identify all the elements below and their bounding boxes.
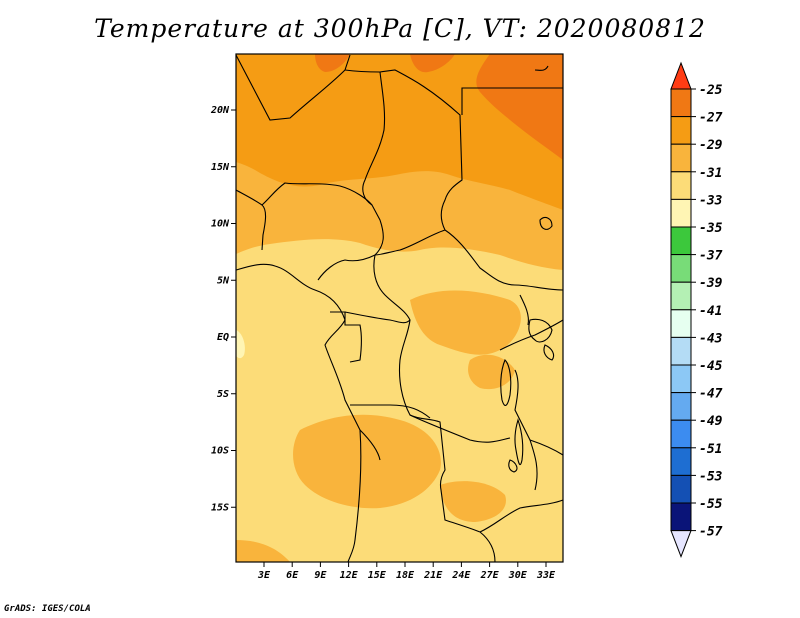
colorbar-label: -37 <box>699 249 723 264</box>
colorbar-swatch <box>670 502 692 532</box>
colorbar-label: -49 <box>699 414 723 429</box>
colorbar-swatch <box>670 419 692 449</box>
lat-tick-label: 5S <box>217 389 229 400</box>
colorbar-label: -47 <box>699 387 723 402</box>
colorbar-swatch <box>670 364 692 394</box>
colorbar-label: -39 <box>699 276 723 291</box>
colorbar-swatch <box>670 143 692 173</box>
lon-tick-label: 27E <box>480 570 500 581</box>
lat-tick-label: 15S <box>211 502 229 513</box>
colorbar-swatch <box>670 116 692 145</box>
lon-tick-label: 15E <box>368 570 387 581</box>
lon-tick-label: 3E <box>257 570 271 581</box>
lat-tick-label: 10N <box>211 219 230 230</box>
lat-tick-label: 15N <box>211 162 230 173</box>
country-borders <box>235 54 564 563</box>
colorbar-label: -33 <box>699 193 723 208</box>
colorbar-label: -51 <box>699 442 722 457</box>
colorbar: -25 -27 -29 -31 -33 -35 -37 -39 -41 -43 -45 -47 -49 -… <box>670 61 723 558</box>
colorbar-label: -27 <box>699 111 723 126</box>
colorbar-label: -57 <box>699 525 723 540</box>
colorbar-swatch <box>670 447 692 476</box>
latitude-axis: 20N 15N 10N 5N EQ 5S 10S 15S <box>210 105 236 513</box>
chart-title: Temperature at 300hPa [C], VT: 202008081… <box>94 14 706 43</box>
colorbar-swatch <box>670 474 692 504</box>
lon-tick-label: 33E <box>536 570 556 581</box>
colorbar-label: -41 <box>699 304 722 319</box>
colorbar-swatch <box>670 198 692 228</box>
colorbar-label: -31 <box>699 166 722 181</box>
lon-tick-label: 30E <box>508 570 528 581</box>
colorbar-label: -45 <box>699 359 723 374</box>
colorbar-swatch <box>670 392 692 421</box>
longitude-axis: 3E 6E 9E 12E 15E 18E 21E 24E 27E 30E 33E <box>257 562 556 581</box>
lat-tick-label: EQ <box>217 332 229 343</box>
colorbar-swatch <box>670 226 692 256</box>
lon-tick-label: 12E <box>340 570 359 581</box>
lon-tick-label: 6E <box>286 570 299 581</box>
colorbar-swatch <box>670 336 692 366</box>
colorbar-label: -25 <box>699 83 723 98</box>
colorbar-bottom-triangle <box>670 530 692 558</box>
colorbar-label: -35 <box>699 221 723 236</box>
lon-tick-label: 21E <box>423 570 443 581</box>
colorbar-label: -43 <box>699 331 723 346</box>
lon-tick-label: 18E <box>396 570 415 581</box>
colorbar-swatch <box>670 171 692 200</box>
colorbar-swatch <box>670 88 692 118</box>
lat-tick-label: 10S <box>211 446 229 457</box>
lon-tick-label: 24E <box>451 570 471 581</box>
colorbar-label: -29 <box>699 138 723 153</box>
grads-credit: GrADS: IGES/COLA <box>4 604 91 614</box>
colorbar-swatch <box>670 281 692 311</box>
lon-tick-label: 9E <box>314 570 327 581</box>
colorbar-swatch <box>670 254 692 283</box>
colorbar-label: -53 <box>699 469 723 484</box>
colorbar-top-triangle <box>670 61 692 90</box>
lat-tick-label: 5N <box>217 275 230 286</box>
colorbar-swatch <box>670 309 692 338</box>
lat-tick-label: 20N <box>210 105 230 116</box>
colorbar-label: -55 <box>699 497 723 512</box>
map-frame <box>235 53 564 563</box>
